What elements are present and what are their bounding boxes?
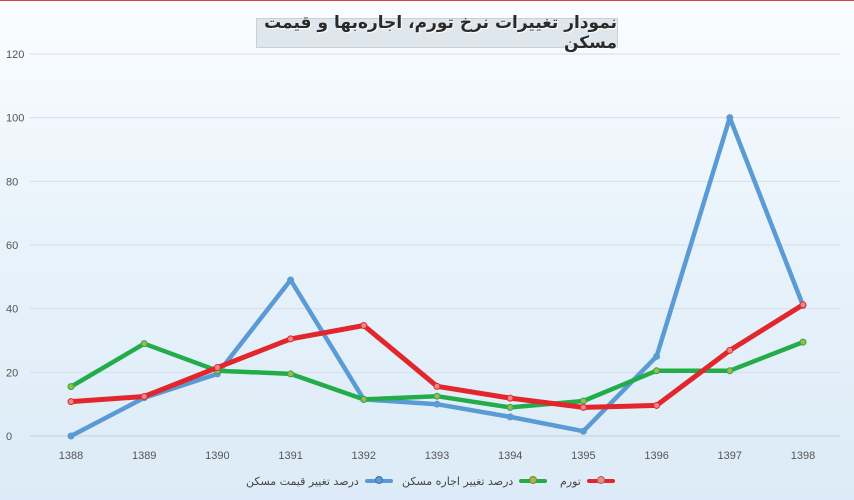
legend-swatch-inflation [586, 476, 615, 484]
legend-label-inflation: تورم [560, 474, 581, 488]
legend-label-rent: درصد تغییر اجاره مسکن [402, 474, 514, 488]
data-point [140, 393, 148, 401]
x-tick-label: 1396 [644, 450, 668, 462]
legend-marker [529, 476, 538, 484]
legend-item-rent: درصد تغییر اجاره مسکن [402, 469, 548, 493]
x-tick-label: 1398 [791, 450, 815, 462]
y-axis-ticks: 0 20 40 60 80 100 120 [6, 49, 24, 443]
legend-item-house-price: درصد تغییر قیمت مسکن [246, 469, 393, 493]
y-tick-label: 0 [6, 431, 12, 443]
legend-swatch-rent [519, 476, 548, 484]
data-point [506, 413, 514, 421]
legend-item-inflation: تورم [560, 469, 615, 493]
data-point [726, 367, 734, 375]
y-tick-label: 120 [6, 49, 24, 61]
plot-area: 0 20 40 60 80 100 120 1388 1389 1390 1391 1392 1393… [6, 49, 840, 462]
data-point [653, 367, 661, 375]
y-tick-label: 60 [6, 240, 18, 252]
data-point [287, 276, 295, 284]
data-point [433, 400, 441, 408]
y-tick-label: 80 [6, 176, 18, 188]
x-tick-label: 1397 [718, 450, 742, 462]
legend-label-house-price: درصد تغییر قیمت مسکن [246, 474, 359, 488]
x-tick-label: 1391 [278, 450, 302, 462]
data-point [67, 383, 75, 391]
data-point [213, 364, 221, 372]
x-tick-label: 1393 [425, 450, 449, 462]
x-tick-label: 1388 [59, 450, 83, 462]
data-point [433, 382, 441, 390]
data-point [579, 397, 587, 405]
legend-swatch-house-price [364, 476, 393, 484]
series-lines [67, 114, 807, 440]
data-point [726, 114, 734, 122]
data-point [726, 346, 734, 354]
data-point [360, 322, 368, 330]
data-point [287, 370, 295, 378]
data-point [799, 301, 807, 309]
data-point [433, 392, 441, 400]
gridlines [30, 53, 840, 437]
legend: درصد تغییر قیمت مسکن درصد تغییر اجاره مس… [0, 469, 854, 493]
data-point [506, 394, 514, 402]
data-point [287, 335, 295, 343]
y-tick-label: 100 [6, 113, 24, 125]
data-point [579, 427, 587, 435]
data-point [799, 338, 807, 346]
chart-title: نمودار تغییرات نرخ تورم، اجاره‌بها و قیم… [256, 13, 618, 53]
data-point [67, 398, 75, 406]
data-point [360, 395, 368, 403]
data-point [653, 401, 661, 409]
x-tick-label: 1395 [571, 450, 595, 462]
legend-marker [374, 476, 383, 484]
y-tick-label: 20 [6, 367, 18, 379]
data-point [67, 432, 75, 440]
data-point [140, 340, 148, 348]
legend-marker [596, 476, 605, 484]
y-tick-label: 40 [6, 304, 18, 316]
x-tick-label: 1390 [205, 450, 229, 462]
x-tick-label: 1392 [352, 450, 376, 462]
x-tick-label: 1394 [498, 450, 522, 462]
x-axis-ticks: 1388 1389 1390 1391 1392 1393 1394 1395 1396 1397… [59, 450, 815, 462]
data-point [653, 352, 661, 360]
data-point [579, 403, 587, 411]
x-tick-label: 1389 [132, 450, 156, 462]
data-point [506, 403, 514, 411]
